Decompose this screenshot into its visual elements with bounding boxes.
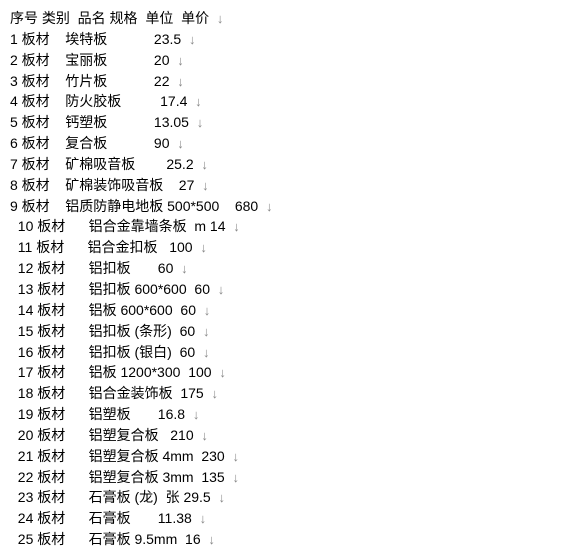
newline-icon: ↓	[177, 53, 184, 68]
newline-icon: ↓	[189, 32, 196, 47]
table-row: 5 板材 钙塑板 13.05 ↓	[10, 112, 568, 133]
table-row: 8 板材 矿棉装饰吸音板 27 ↓	[10, 175, 568, 196]
table-row: 10 板材 铝合金靠墙条板 m 14 ↓	[10, 216, 568, 237]
newline-icon: ↓	[208, 532, 215, 547]
table-row: 3 板材 竹片板 22 ↓	[10, 71, 568, 92]
table-row: 1 板材 埃特板 23.5 ↓	[10, 29, 568, 50]
table-row: 12 板材 铝扣板 60 ↓	[10, 258, 568, 279]
table-row: 13 板材 铝扣板 600*600 60 ↓	[10, 279, 568, 300]
newline-icon: ↓	[266, 199, 273, 214]
newline-icon: ↓	[203, 345, 210, 360]
table-row: 25 板材 石膏板 9.5mm 16 ↓	[10, 529, 568, 550]
table-row: 24 板材 石膏板 11.38 ↓	[10, 508, 568, 529]
newline-icon: ↓	[193, 407, 200, 422]
newline-icon: ↓	[181, 261, 188, 276]
table-row: 18 板材 铝合金装饰板 175 ↓	[10, 383, 568, 404]
newline-icon: ↓	[202, 178, 209, 193]
newline-icon: ↓	[201, 428, 208, 443]
table-row: 20 板材 铝塑复合板 210 ↓	[10, 425, 568, 446]
table-header: 序号 类别 品名 规格 单位 单价 ↓	[10, 8, 568, 29]
table-row: 2 板材 宝丽板 20 ↓	[10, 50, 568, 71]
newline-icon: ↓	[200, 240, 207, 255]
newline-icon: ↓	[195, 94, 202, 109]
newline-icon: ↓	[177, 74, 184, 89]
newline-icon: ↓	[218, 282, 225, 297]
table-row: 23 板材 石膏板 (龙) 张 29.5 ↓	[10, 487, 568, 508]
newline-icon: ↓	[233, 219, 240, 234]
table-row: 9 板材 铝质防静电地板 500*500 680 ↓	[10, 196, 568, 217]
newline-icon: ↓	[219, 365, 226, 380]
newline-icon: ↓	[233, 470, 240, 485]
price-list: 序号 类别 品名 规格 单位 单价 ↓1 板材 埃特板 23.5 ↓2 板材 宝…	[10, 8, 568, 550]
newline-icon: ↓	[203, 324, 210, 339]
newline-icon: ↓	[204, 303, 211, 318]
table-row: 6 板材 复合板 90 ↓	[10, 133, 568, 154]
newline-icon: ↓	[197, 115, 204, 130]
table-row: 4 板材 防火胶板 17.4 ↓	[10, 91, 568, 112]
newline-icon: ↓	[233, 449, 240, 464]
table-row: 19 板材 铝塑板 16.8 ↓	[10, 404, 568, 425]
newline-icon: ↓	[217, 11, 224, 26]
table-row: 16 板材 铝扣板 (银白) 60 ↓	[10, 342, 568, 363]
table-row: 21 板材 铝塑复合板 4mm 230 ↓	[10, 446, 568, 467]
table-row: 14 板材 铝板 600*600 60 ↓	[10, 300, 568, 321]
newline-icon: ↓	[219, 490, 226, 505]
newline-icon: ↓	[201, 157, 208, 172]
table-row: 11 板材 铝合金扣板 100 ↓	[10, 237, 568, 258]
table-row: 17 板材 铝板 1200*300 100 ↓	[10, 362, 568, 383]
newline-icon: ↓	[212, 386, 219, 401]
table-row: 22 板材 铝塑复合板 3mm 135 ↓	[10, 467, 568, 488]
table-row: 7 板材 矿棉吸音板 25.2 ↓	[10, 154, 568, 175]
newline-icon: ↓	[177, 136, 184, 151]
table-row: 15 板材 铝扣板 (条形) 60 ↓	[10, 321, 568, 342]
newline-icon: ↓	[200, 511, 207, 526]
